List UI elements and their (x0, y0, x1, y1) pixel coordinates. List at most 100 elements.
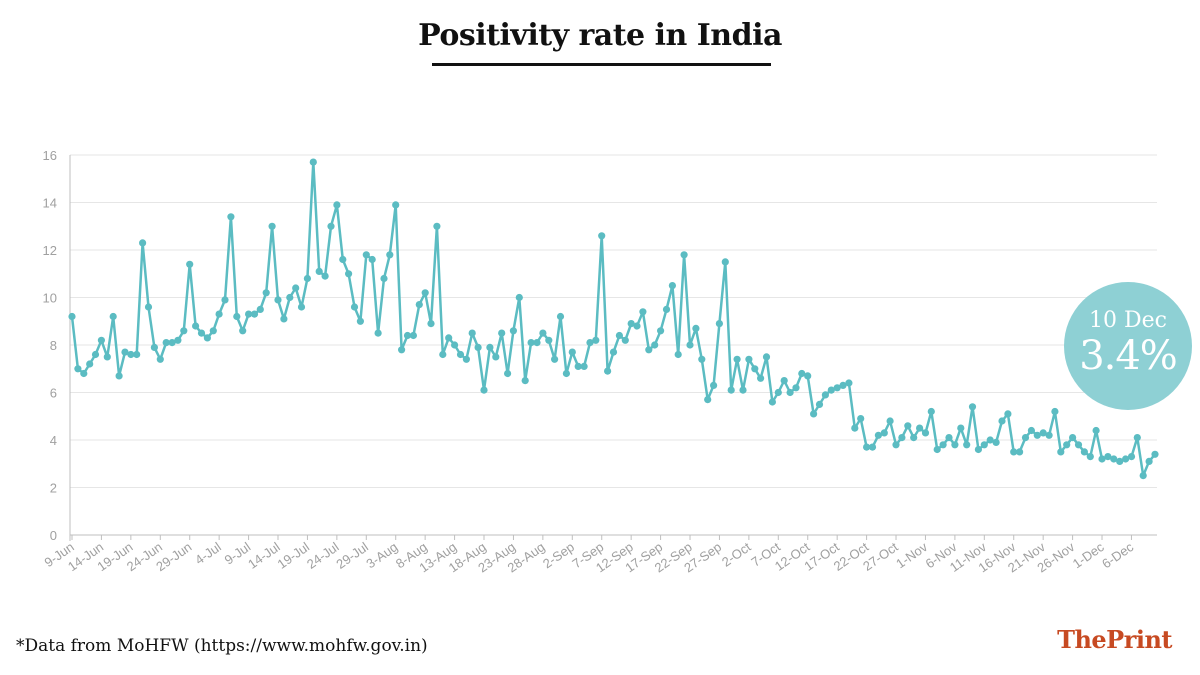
data-point (451, 341, 459, 349)
data-point (1127, 453, 1136, 461)
data-point (839, 381, 847, 389)
x-tick-label: 27-Oct (860, 539, 901, 574)
x-tick-label: 1-Nov (893, 539, 930, 571)
data-point (356, 317, 364, 325)
title-underline (432, 63, 771, 66)
data-point (551, 355, 559, 363)
data-point (827, 386, 835, 394)
data-point (880, 429, 888, 437)
data-point (403, 331, 412, 340)
data-point (192, 322, 200, 330)
callout-value: 3.4% (1079, 333, 1178, 379)
x-tick-label: 3-Aug (363, 539, 400, 571)
data-point (162, 339, 170, 347)
data-point (951, 441, 959, 449)
data-point (504, 369, 512, 378)
data-point (1039, 429, 1047, 437)
data-point (892, 441, 900, 449)
data-point (657, 327, 665, 335)
data-point (509, 327, 517, 335)
data-point (1033, 431, 1041, 439)
data-point (156, 355, 164, 363)
data-point (974, 445, 983, 454)
y-axis-ticks: 0 2 4 6 8 10 12 14 16 (43, 148, 71, 543)
data-point (898, 434, 906, 442)
data-point (963, 441, 971, 449)
data-point (692, 324, 700, 332)
data-point (710, 381, 718, 389)
data-point (133, 350, 141, 359)
data-point (980, 441, 988, 449)
source-note: *Data from MoHFW (https://www.mohfw.gov.… (16, 636, 428, 656)
data-point (180, 327, 188, 335)
data-point (733, 355, 741, 363)
data-point (1110, 455, 1118, 463)
data-point (992, 438, 1000, 446)
data-point (74, 365, 82, 373)
data-point (904, 422, 912, 430)
data-point (303, 274, 311, 283)
callout-badge: 10 Dec 3.4% (1064, 282, 1192, 410)
data-point (780, 377, 788, 385)
data-point (68, 312, 76, 321)
data-point (345, 270, 353, 278)
data-point (916, 424, 924, 432)
data-point (651, 341, 659, 349)
data-point (868, 443, 877, 451)
data-point (109, 312, 117, 321)
data-point (439, 350, 447, 359)
data-point (604, 367, 612, 375)
data-point (698, 355, 706, 363)
x-tick-label: 14-Jul (245, 539, 283, 572)
x-tick-label: 1-Dec (1070, 539, 1107, 571)
x-tick-label: 19-Jul (275, 539, 313, 572)
data-point (415, 301, 423, 309)
data-point (527, 339, 535, 347)
data-point (1145, 457, 1153, 465)
data-point (757, 374, 765, 382)
data-point (386, 251, 394, 259)
data-point (627, 320, 635, 328)
data-point (1063, 441, 1071, 449)
y-tick-label: 12 (43, 243, 57, 258)
data-point (392, 201, 400, 209)
data-point (250, 310, 259, 318)
data-point (445, 334, 453, 342)
data-point (239, 327, 247, 335)
y-tick-label: 2 (50, 481, 57, 496)
data-point (615, 331, 624, 340)
data-point (339, 255, 347, 264)
data-point (968, 403, 977, 411)
data-point (921, 429, 930, 437)
data-point (833, 384, 841, 392)
data-point (233, 312, 241, 321)
data-point (186, 260, 194, 268)
data-point (957, 424, 965, 432)
data-point (209, 327, 217, 335)
data-point (1086, 453, 1094, 461)
data-point (804, 372, 812, 380)
data-point (821, 391, 830, 399)
data-point (203, 334, 211, 342)
data-point (845, 379, 853, 387)
data-point (1016, 448, 1024, 456)
y-tick-label: 16 (43, 148, 57, 163)
data-point (462, 355, 470, 363)
data-point (1104, 453, 1112, 461)
data-point (1092, 426, 1100, 435)
data-point (586, 339, 594, 347)
data-point (910, 434, 918, 442)
data-point (727, 386, 735, 394)
data-point (851, 424, 859, 432)
data-point (674, 350, 682, 359)
data-point (715, 320, 724, 328)
data-point (810, 410, 818, 418)
data-point (1057, 448, 1065, 456)
data-point (568, 348, 576, 356)
data-point (539, 329, 547, 337)
data-point (227, 213, 235, 221)
x-tick-label: 2-Oct (719, 539, 754, 570)
series-positivity (68, 158, 1159, 480)
data-point (221, 296, 229, 304)
x-tick-label: 6-Dec (1099, 539, 1136, 571)
